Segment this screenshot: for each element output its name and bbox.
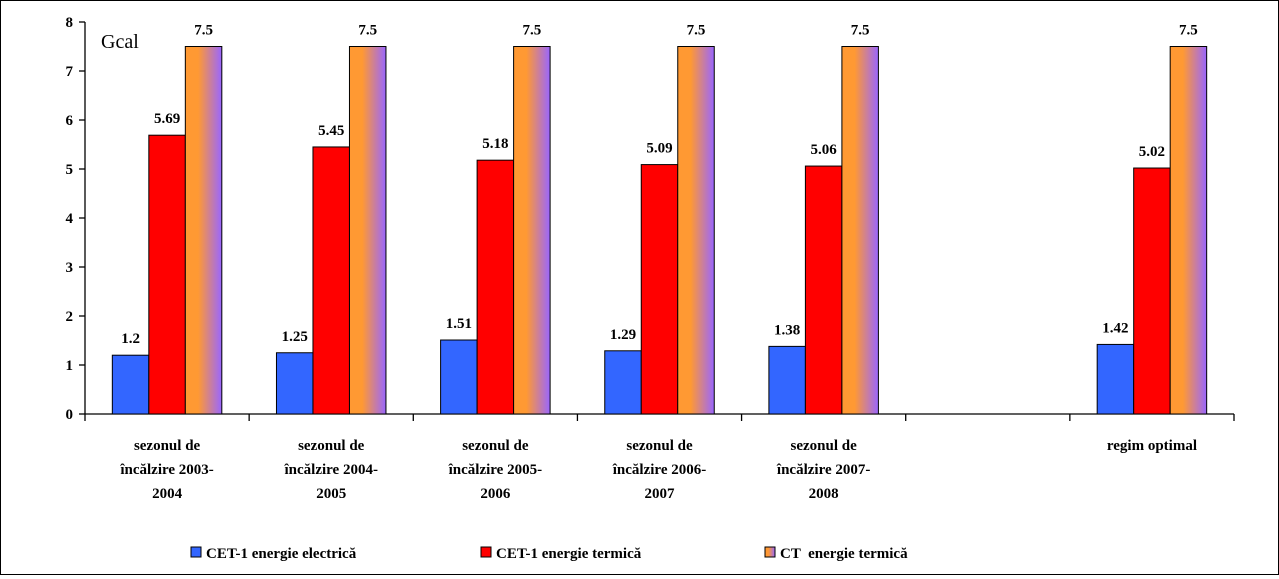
category-label: încălzire 2003- — [119, 462, 213, 478]
data-label: 1.38 — [774, 322, 800, 338]
data-label: 7.5 — [851, 23, 870, 39]
data-label: 7.5 — [1179, 23, 1198, 39]
bar — [111, 354, 150, 415]
data-label: 5.45 — [318, 123, 344, 139]
bar — [348, 46, 387, 415]
y-tick-label: 6 — [66, 113, 74, 129]
category-label: sezonul de — [791, 438, 858, 454]
data-label: 5.69 — [154, 111, 180, 127]
category-label: sezonul de — [134, 438, 201, 454]
y-tick-label: 2 — [66, 309, 74, 325]
category-label: 2007 — [645, 486, 676, 502]
data-label: 1.51 — [446, 316, 472, 332]
data-label: 7.5 — [194, 23, 213, 39]
bar — [1169, 46, 1208, 415]
y-tick-label: 1 — [66, 358, 74, 374]
category-label: 2005 — [316, 486, 346, 502]
data-label: 5.18 — [482, 136, 508, 152]
bar — [184, 46, 223, 415]
legend-swatch — [764, 546, 776, 558]
bar — [1096, 343, 1135, 415]
y-tick-label: 7 — [66, 64, 74, 80]
legend-swatch — [480, 546, 492, 558]
legend-label: CET-1 energie termică — [496, 546, 642, 562]
bar — [148, 134, 186, 415]
bar — [275, 352, 314, 415]
category-label: încălzire 2007- — [776, 462, 870, 478]
legend: CET-1 energie electrică CET-1 energie ter… — [190, 546, 908, 562]
category-label: 2006 — [480, 486, 511, 502]
bar — [312, 146, 350, 415]
bar — [440, 339, 478, 415]
data-label: 1.29 — [610, 327, 636, 343]
data-label: 5.02 — [1139, 144, 1165, 160]
y-tick-label: 0 — [66, 407, 74, 423]
y-tick-label: 5 — [66, 162, 74, 178]
category-label: sezonul de — [298, 438, 365, 454]
category-label: 2008 — [809, 486, 839, 502]
y-tick-label: 3 — [66, 260, 74, 276]
legend-swatch — [190, 546, 202, 558]
bar — [476, 159, 515, 415]
y-tick-label: 4 — [66, 211, 74, 227]
category-label: regim optimal — [1107, 438, 1197, 454]
data-labels: 1.2 5.69 7.5 1.25 5.45 7.5 1.51 5.18 7.5 1.29 5.09… — [121, 23, 1198, 348]
category-label: încălzire 2005- — [448, 462, 542, 478]
category-label: încălzire 2004- — [283, 462, 377, 478]
data-label: 5.06 — [811, 142, 838, 158]
category-label: încălzire 2006- — [612, 462, 706, 478]
bar — [640, 164, 679, 415]
data-label: 7.5 — [358, 23, 377, 39]
bar — [1133, 167, 1171, 415]
data-label: 7.5 — [687, 23, 706, 39]
bar — [604, 350, 642, 415]
bar — [677, 46, 715, 415]
data-label: 1.2 — [121, 331, 140, 347]
bars — [111, 46, 1208, 415]
bar — [804, 165, 843, 415]
y-tick-label: 8 — [66, 15, 74, 31]
data-label: 1.42 — [1102, 320, 1128, 336]
bar — [768, 345, 806, 415]
legend-label: CET-1 energie electrică — [206, 546, 357, 562]
category-label: sezonul de — [462, 438, 529, 454]
data-label: 5.09 — [646, 141, 672, 157]
category-label: sezonul de — [626, 438, 693, 454]
data-label: 1.25 — [282, 329, 308, 345]
category-label: 2004 — [152, 486, 183, 502]
bar — [513, 46, 551, 415]
unit-label: Gcal — [101, 31, 139, 53]
bar — [841, 46, 879, 415]
data-label: 7.5 — [522, 23, 541, 39]
legend-label: CT energie termică — [780, 546, 908, 562]
